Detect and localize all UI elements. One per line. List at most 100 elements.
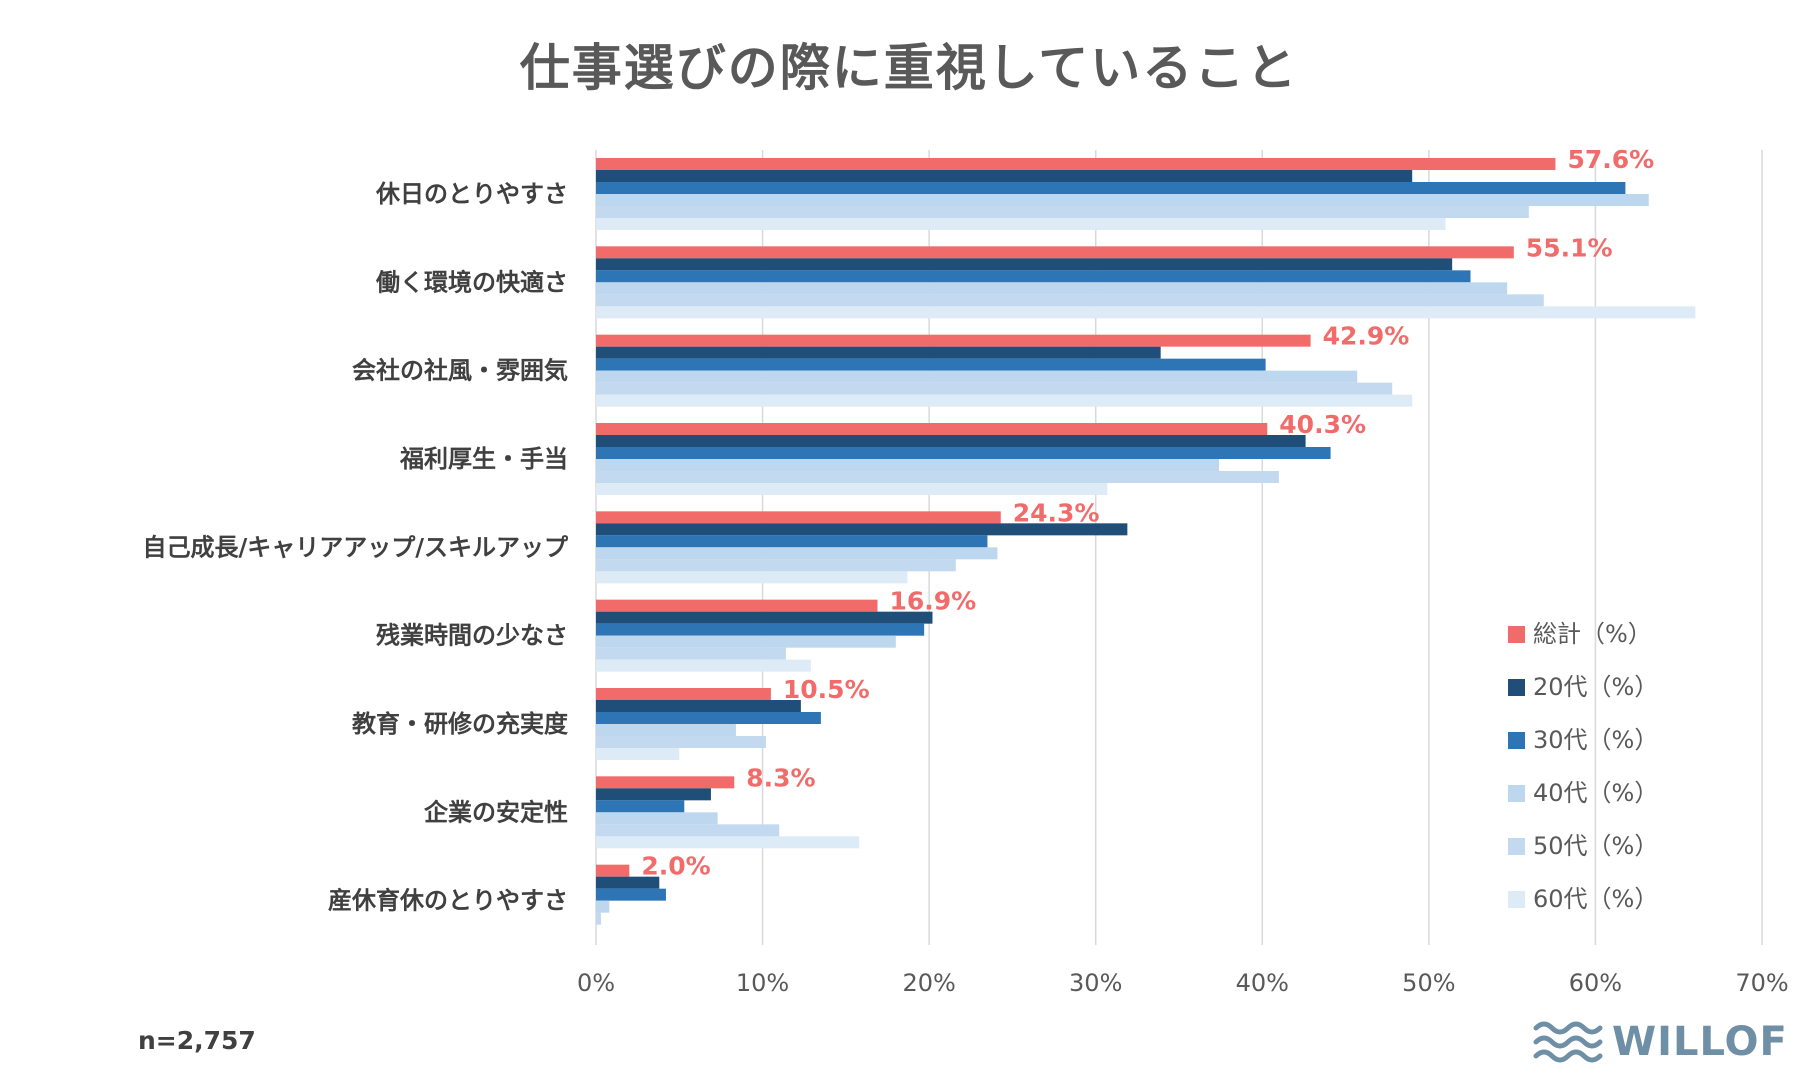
bar-2-4 [596,435,1306,447]
bar-6-1 [596,218,1446,230]
bars [596,158,1696,925]
bar-4-7 [596,724,736,736]
category-label: 会社の社風・雰囲気 [352,357,568,385]
bar-4-6 [596,635,896,648]
legend-item: 総計（%） [1508,605,1658,658]
bar-6-2 [596,306,1696,319]
brand-logo: WILLOF [1532,1018,1788,1066]
bar-3-3 [596,358,1266,371]
bar-3-5 [596,535,988,548]
legend-swatch [1508,785,1525,802]
category-label: 残業時間の少なさ [376,622,568,650]
bar-1-5 [596,511,1001,524]
sample-size-note: n=2,757 [138,1026,256,1055]
bar-2-2 [596,258,1453,271]
data-label: 24.3% [1013,498,1100,527]
bar-4-2 [596,282,1508,295]
data-label: 8.3% [746,763,815,792]
data-label: 55.1% [1526,233,1613,262]
bar-4-4 [596,459,1219,471]
bar-5-8 [596,824,780,837]
bar-2-6 [596,611,933,624]
bar-4-1 [596,194,1649,206]
bar-5-4 [596,471,1279,483]
x-tick-label: 0% [577,969,615,997]
bar-1-4 [596,423,1268,435]
x-tick-label: 70% [1735,969,1788,997]
data-label: 2.0% [641,852,710,881]
bar-1-9 [596,864,630,877]
bar-2-1 [596,170,1413,182]
bar-4-9 [596,900,610,913]
x-tick-labels: 0% 10% 20% 30% 40% 50% 60% 70% [577,969,1789,997]
x-tick-label: 30% [1069,969,1122,997]
legend-item: 30代（%） [1508,711,1658,764]
category-label: 自己成長/キャリアアップ/スキルアップ [142,533,569,561]
bar-6-3 [596,394,1413,407]
bar-2-9 [596,876,660,889]
bar-5-7 [596,736,766,748]
category-label: 産休育休のとりやすさ [328,887,568,915]
legend-item: 50代（%） [1508,817,1658,870]
bar-3-7 [596,712,821,724]
bar-6-4 [596,483,1108,495]
data-label: 16.9% [890,587,977,616]
data-label: 10.5% [783,675,870,704]
legend-label: 30代（%） [1533,726,1659,754]
bar-2-7 [596,700,801,712]
category-label: 休日のとりやすさ [375,180,568,208]
bar-2-5 [596,523,1128,536]
x-tick-label: 50% [1402,969,1455,997]
legend-swatch [1508,732,1525,749]
bar-3-8 [596,800,685,813]
category-label: 教育・研修の充実度 [352,710,569,738]
legend: 総計（%） 20代（%） 30代（%） 40代（%） 50代（%） 60代（%） [1508,605,1658,923]
bar-6-5 [596,571,908,584]
bar-5-5 [596,559,956,572]
bar-5-9 [596,912,601,925]
bar-1-7 [596,688,771,700]
x-tick-label: 60% [1569,969,1622,997]
bar-2-8 [596,788,711,801]
bar-5-3 [596,382,1393,395]
bar-1-1 [596,158,1556,170]
bar-4-5 [596,547,998,560]
bar-1-8 [596,776,735,789]
bar-3-6 [596,623,925,636]
legend-label: 総計（%） [1533,620,1652,648]
legend-swatch [1508,626,1525,643]
bar-1-3 [596,334,1311,347]
legend-label: 60代（%） [1533,885,1659,913]
category-label: 企業の安定性 [424,798,568,826]
bar-6-7 [596,748,680,760]
wave-logo-icon [1533,1021,1603,1063]
bar-3-1 [596,182,1626,194]
category-label: 福利厚生・手当 [399,445,568,473]
legend-swatch [1508,679,1525,696]
legend-item: 20代（%） [1508,658,1658,711]
legend-item: 40代（%） [1508,764,1658,817]
data-label: 57.6% [1567,145,1654,174]
data-labels: 57.6% 55.1% 42.9% 40.3% 24.3% 16.9% 10.5% 8.3% 2… [641,145,1654,881]
data-label: 40.3% [1279,410,1366,439]
legend-label: 50代（%） [1533,832,1659,860]
bar-6-6 [596,659,811,672]
data-label: 42.9% [1323,322,1410,351]
bar-6-8 [596,836,860,849]
x-tick-label: 40% [1236,969,1289,997]
legend-label: 20代（%） [1533,673,1659,701]
legend-swatch [1508,838,1525,855]
bar-3-2 [596,270,1471,283]
legend-swatch [1508,891,1525,908]
legend-item: 60代（%） [1508,870,1658,923]
bar-2-3 [596,346,1161,359]
bar-1-2 [596,246,1514,259]
chart-title: 仕事選びの際に重視していること [519,39,1299,97]
category-labels: 休日のとりやすさ働く環境の快適さ会社の社風・雰囲気福利厚生・手当自己成長/キャリ… [142,180,569,915]
bar-4-3 [596,370,1358,383]
x-tick-label: 20% [902,969,955,997]
bar-3-9 [596,888,666,901]
bar-3-4 [596,447,1331,459]
bar-1-6 [596,599,878,612]
